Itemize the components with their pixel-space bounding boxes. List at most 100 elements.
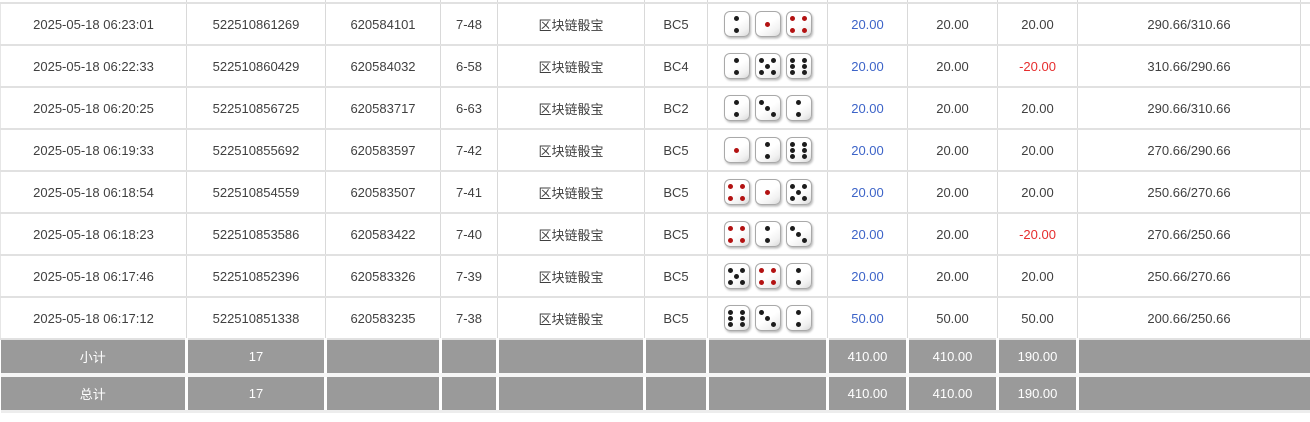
subtotal-empty-cell: [497, 338, 646, 376]
total-empty-cell: [440, 373, 499, 413]
cell-bet-amount[interactable]: 20.00: [827, 3, 908, 46]
die-pip: [728, 237, 733, 243]
cell-balance: 290.66/310.66: [1077, 87, 1301, 130]
cell-bet-id: 522510855692: [186, 129, 326, 172]
total-valid-total: 410.00: [907, 373, 999, 413]
cell-win-loss: 20.00: [997, 129, 1078, 172]
dice-result: [708, 95, 827, 121]
subtotal-winloss-total: 190.00: [997, 338, 1079, 376]
cell-bet-amount[interactable]: 20.00: [827, 255, 908, 298]
die-pip: [802, 57, 807, 63]
cell-right-edge-sliver: [1300, 255, 1310, 298]
table-row: 2025-05-18 06:17:46 522510852396 620583326…: [0, 255, 1310, 298]
die-pip: [790, 57, 795, 63]
die-pip: [802, 27, 807, 33]
die-6-icon: [785, 137, 812, 163]
die-pip: [771, 267, 776, 273]
subtotal-empty-cell: [1077, 338, 1310, 376]
cell-bet-amount[interactable]: 20.00: [827, 129, 908, 172]
die-pip: [728, 279, 733, 285]
total-count: 17: [186, 373, 327, 413]
cell-round: 7-48: [440, 3, 498, 46]
total-empty-cell: [644, 373, 709, 413]
cell-bet-amount[interactable]: 20.00: [827, 87, 908, 130]
table-row: 2025-05-18 06:20:25 522510856725 620583717…: [0, 87, 1310, 130]
die-pip: [734, 273, 739, 279]
die-pip: [734, 69, 739, 75]
die-pip: [728, 321, 733, 327]
subtotal-empty-cell: [707, 338, 829, 376]
die-pip: [790, 69, 795, 75]
cell-bet-id: 522510856725: [186, 87, 326, 130]
cell-game-name: 区块链骰宝: [497, 297, 645, 340]
subtotal-bet-total: 410.00: [827, 338, 909, 376]
die-1-icon: [723, 137, 750, 163]
die-3-icon: [754, 305, 781, 331]
clipped-cell: [186, 0, 326, 4]
die-pip: [759, 69, 764, 75]
total-row: 总计 17 410.00 410.00 190.00: [0, 373, 1310, 413]
subtotal-count: 17: [186, 338, 327, 376]
clipped-cell: [907, 0, 998, 4]
dice-result: [708, 179, 827, 205]
cell-right-edge-sliver: [1300, 87, 1310, 130]
cell-round: 7-41: [440, 171, 498, 214]
die-2-icon: [785, 95, 812, 121]
total-empty-cell: [325, 373, 442, 413]
cell-balance: 200.66/250.66: [1077, 297, 1301, 340]
die-pip: [802, 195, 807, 201]
die-4-icon: [785, 11, 812, 37]
die-pip: [790, 141, 795, 147]
die-5-icon: [754, 53, 781, 79]
die-pip: [771, 69, 776, 75]
total-winloss-total: 190.00: [997, 373, 1079, 413]
subtotal-empty-cell: [644, 338, 709, 376]
cell-game-name: 区块链骰宝: [497, 3, 645, 46]
die-pip: [790, 195, 795, 201]
die-5-icon: [785, 179, 812, 205]
die-pip: [740, 279, 745, 285]
die-3-icon: [754, 95, 781, 121]
cell-bet-amount[interactable]: 50.00: [827, 297, 908, 340]
dice-result: [708, 305, 827, 331]
cell-draw-number: 620583326: [325, 255, 441, 298]
bet-history-table: 2025-05-18 06:23:01 522510861269 620584101…: [0, 0, 1310, 413]
die-pip: [728, 225, 733, 231]
cell-win-loss: 20.00: [997, 171, 1078, 214]
cell-valid-amount: 20.00: [907, 3, 998, 46]
cell-draw-number: 620583597: [325, 129, 441, 172]
cell-balance: 270.66/290.66: [1077, 129, 1301, 172]
die-pip: [796, 231, 801, 237]
cell-right-edge-sliver: [1300, 213, 1310, 256]
die-1-icon: [754, 11, 781, 37]
cell-balance: 270.66/250.66: [1077, 213, 1301, 256]
die-pip: [796, 189, 801, 195]
clipped-cell: [440, 0, 498, 4]
table-row: 2025-05-18 06:23:01 522510861269 620584101…: [0, 3, 1310, 46]
die-pip: [734, 27, 739, 33]
cell-game-name: 区块链骰宝: [497, 171, 645, 214]
cell-bet-amount[interactable]: 20.00: [827, 213, 908, 256]
cell-right-edge-sliver: [1300, 129, 1310, 172]
die-pip: [765, 63, 770, 69]
cell-bet-id: 522510853586: [186, 213, 326, 256]
die-pip: [759, 57, 764, 63]
die-2-icon: [785, 305, 812, 331]
cell-draw-number: 620584101: [325, 3, 441, 46]
cell-game-name: 区块链骰宝: [497, 213, 645, 256]
cell-draw-number: 620584032: [325, 45, 441, 88]
die-pip: [765, 315, 770, 321]
cell-game-name: 区块链骰宝: [497, 255, 645, 298]
die-4-icon: [723, 221, 750, 247]
cell-bet-id: 522510860429: [186, 45, 326, 88]
table-row: 2025-05-18 06:17:12 522510851338 620583235…: [0, 297, 1310, 340]
die-pip: [790, 15, 795, 21]
cell-bet-amount[interactable]: 20.00: [827, 171, 908, 214]
cell-balance: 250.66/270.66: [1077, 171, 1301, 214]
clipped-cell: [827, 0, 908, 4]
die-pip: [728, 315, 733, 321]
cell-round: 7-40: [440, 213, 498, 256]
die-pip: [759, 99, 764, 105]
cell-bet-amount[interactable]: 20.00: [827, 45, 908, 88]
die-pip: [728, 195, 733, 201]
